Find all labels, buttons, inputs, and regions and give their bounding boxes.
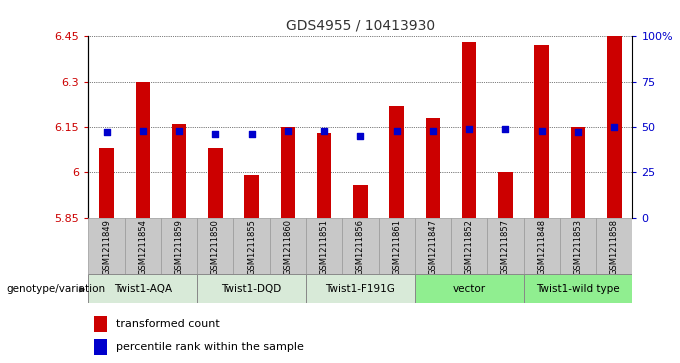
- Text: GSM1211861: GSM1211861: [392, 220, 401, 276]
- Point: [282, 128, 293, 134]
- Text: GSM1211855: GSM1211855: [247, 220, 256, 276]
- Point: [428, 128, 439, 134]
- FancyBboxPatch shape: [161, 218, 197, 274]
- Point: [391, 128, 402, 134]
- Bar: [135, 82, 150, 218]
- FancyBboxPatch shape: [197, 218, 233, 274]
- Text: GSM1211854: GSM1211854: [138, 220, 148, 276]
- Bar: [390, 106, 404, 218]
- Point: [609, 124, 619, 130]
- Text: Twist1-DQD: Twist1-DQD: [222, 284, 282, 294]
- Point: [246, 131, 257, 137]
- Bar: [498, 172, 513, 218]
- Bar: [281, 127, 295, 218]
- Text: GSM1211859: GSM1211859: [175, 220, 184, 276]
- Bar: [462, 42, 477, 218]
- Bar: [607, 36, 622, 218]
- FancyBboxPatch shape: [270, 218, 306, 274]
- Text: Twist1-wild type: Twist1-wild type: [537, 284, 619, 294]
- Bar: [571, 127, 585, 218]
- Point: [573, 130, 583, 135]
- Text: GSM1211852: GSM1211852: [464, 220, 474, 276]
- FancyBboxPatch shape: [88, 218, 124, 274]
- Bar: [208, 148, 222, 218]
- FancyBboxPatch shape: [124, 218, 161, 274]
- Text: genotype/variation: genotype/variation: [7, 284, 106, 294]
- FancyBboxPatch shape: [488, 218, 524, 274]
- Text: GSM1211850: GSM1211850: [211, 220, 220, 276]
- Bar: [94, 316, 107, 332]
- Point: [319, 128, 330, 134]
- Text: GSM1211847: GSM1211847: [428, 220, 437, 276]
- Text: GSM1211860: GSM1211860: [284, 220, 292, 276]
- Point: [464, 126, 475, 132]
- Text: GSM1211848: GSM1211848: [537, 220, 546, 276]
- Point: [173, 128, 184, 134]
- Bar: [426, 118, 440, 218]
- Text: GSM1211856: GSM1211856: [356, 220, 365, 276]
- Bar: [244, 175, 259, 218]
- Point: [210, 131, 221, 137]
- Text: GSM1211857: GSM1211857: [501, 220, 510, 276]
- Text: GSM1211851: GSM1211851: [320, 220, 328, 276]
- FancyBboxPatch shape: [379, 218, 415, 274]
- Bar: [94, 339, 107, 355]
- Text: transformed count: transformed count: [116, 319, 220, 329]
- FancyBboxPatch shape: [306, 218, 342, 274]
- Bar: [415, 274, 524, 303]
- Bar: [99, 148, 114, 218]
- Point: [137, 128, 148, 134]
- Text: GSM1211849: GSM1211849: [102, 220, 111, 276]
- FancyBboxPatch shape: [415, 218, 451, 274]
- FancyBboxPatch shape: [451, 218, 488, 274]
- Bar: [317, 133, 331, 218]
- Text: GSM1211853: GSM1211853: [573, 220, 583, 276]
- FancyBboxPatch shape: [524, 218, 560, 274]
- Point: [101, 130, 112, 135]
- FancyBboxPatch shape: [233, 218, 270, 274]
- Point: [355, 133, 366, 139]
- Text: vector: vector: [453, 284, 486, 294]
- FancyBboxPatch shape: [342, 218, 379, 274]
- Point: [500, 126, 511, 132]
- Bar: [534, 45, 549, 218]
- Title: GDS4955 / 10413930: GDS4955 / 10413930: [286, 19, 435, 32]
- Bar: [88, 274, 197, 303]
- Text: GSM1211858: GSM1211858: [610, 220, 619, 276]
- Bar: [306, 274, 415, 303]
- Bar: [353, 184, 368, 218]
- Bar: [172, 124, 186, 218]
- Point: [537, 128, 547, 134]
- Bar: [197, 274, 306, 303]
- Text: Twist1-AQA: Twist1-AQA: [114, 284, 172, 294]
- FancyBboxPatch shape: [560, 218, 596, 274]
- Bar: [524, 274, 632, 303]
- Text: percentile rank within the sample: percentile rank within the sample: [116, 342, 303, 352]
- FancyBboxPatch shape: [596, 218, 632, 274]
- Text: Twist1-F191G: Twist1-F191G: [326, 284, 395, 294]
